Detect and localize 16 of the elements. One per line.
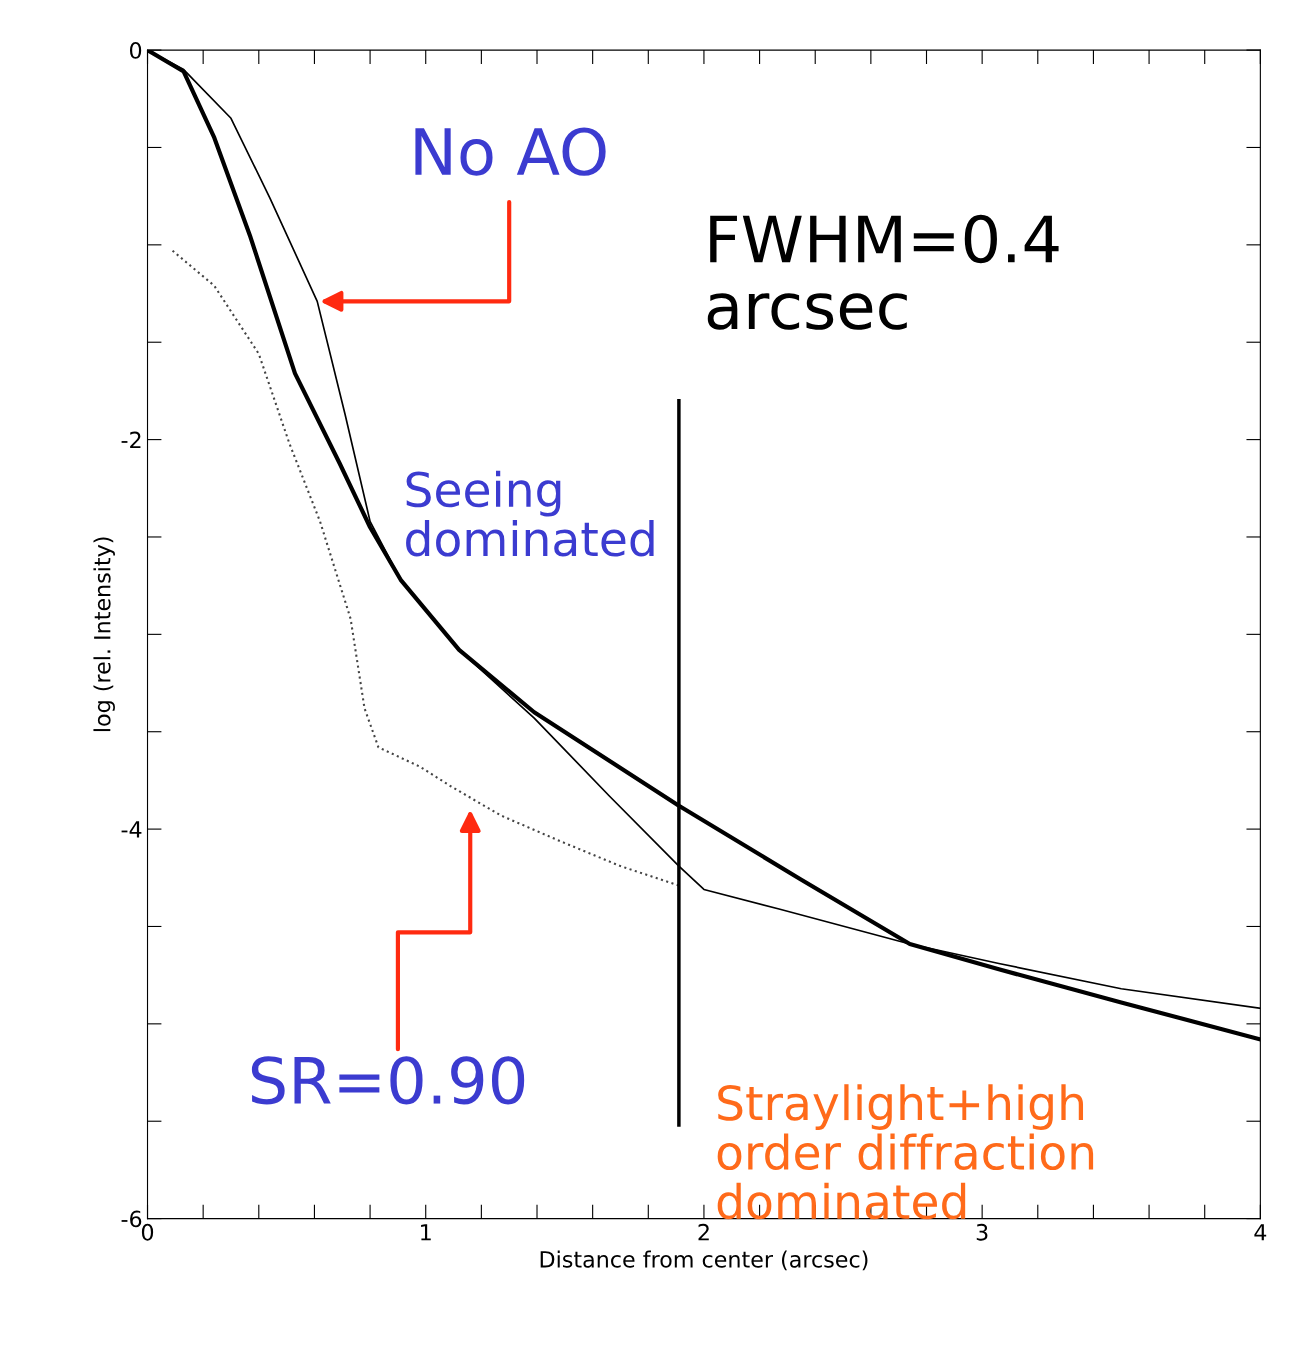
annotation: Straylight+high order diffraction dominated <box>717 1084 1094 1220</box>
annotation: No AO <box>415 127 606 176</box>
y-axis-title: log (rel. Intensity) <box>93 537 115 732</box>
y-tick-label: -2 <box>121 431 141 449</box>
y-tick-label: -6 <box>121 1210 142 1228</box>
x-tick-label: 1 <box>421 1224 431 1241</box>
annotation: SR=0.90 <box>251 1056 525 1105</box>
x-tick-label: 2 <box>698 1223 709 1241</box>
x-axis-title: Distance from center (arcsec) <box>540 1250 868 1271</box>
x-tick-label: 0 <box>141 1223 154 1241</box>
y-tick-label: -4 <box>121 821 142 838</box>
annotation: Seeing dominated <box>406 470 654 557</box>
y-tick-label: 0 <box>129 42 142 59</box>
annotation: FWHM=0.4 arcsec <box>707 214 1059 330</box>
x-tick-label: 4 <box>1254 1224 1267 1241</box>
x-tick-label: 3 <box>976 1223 988 1241</box>
